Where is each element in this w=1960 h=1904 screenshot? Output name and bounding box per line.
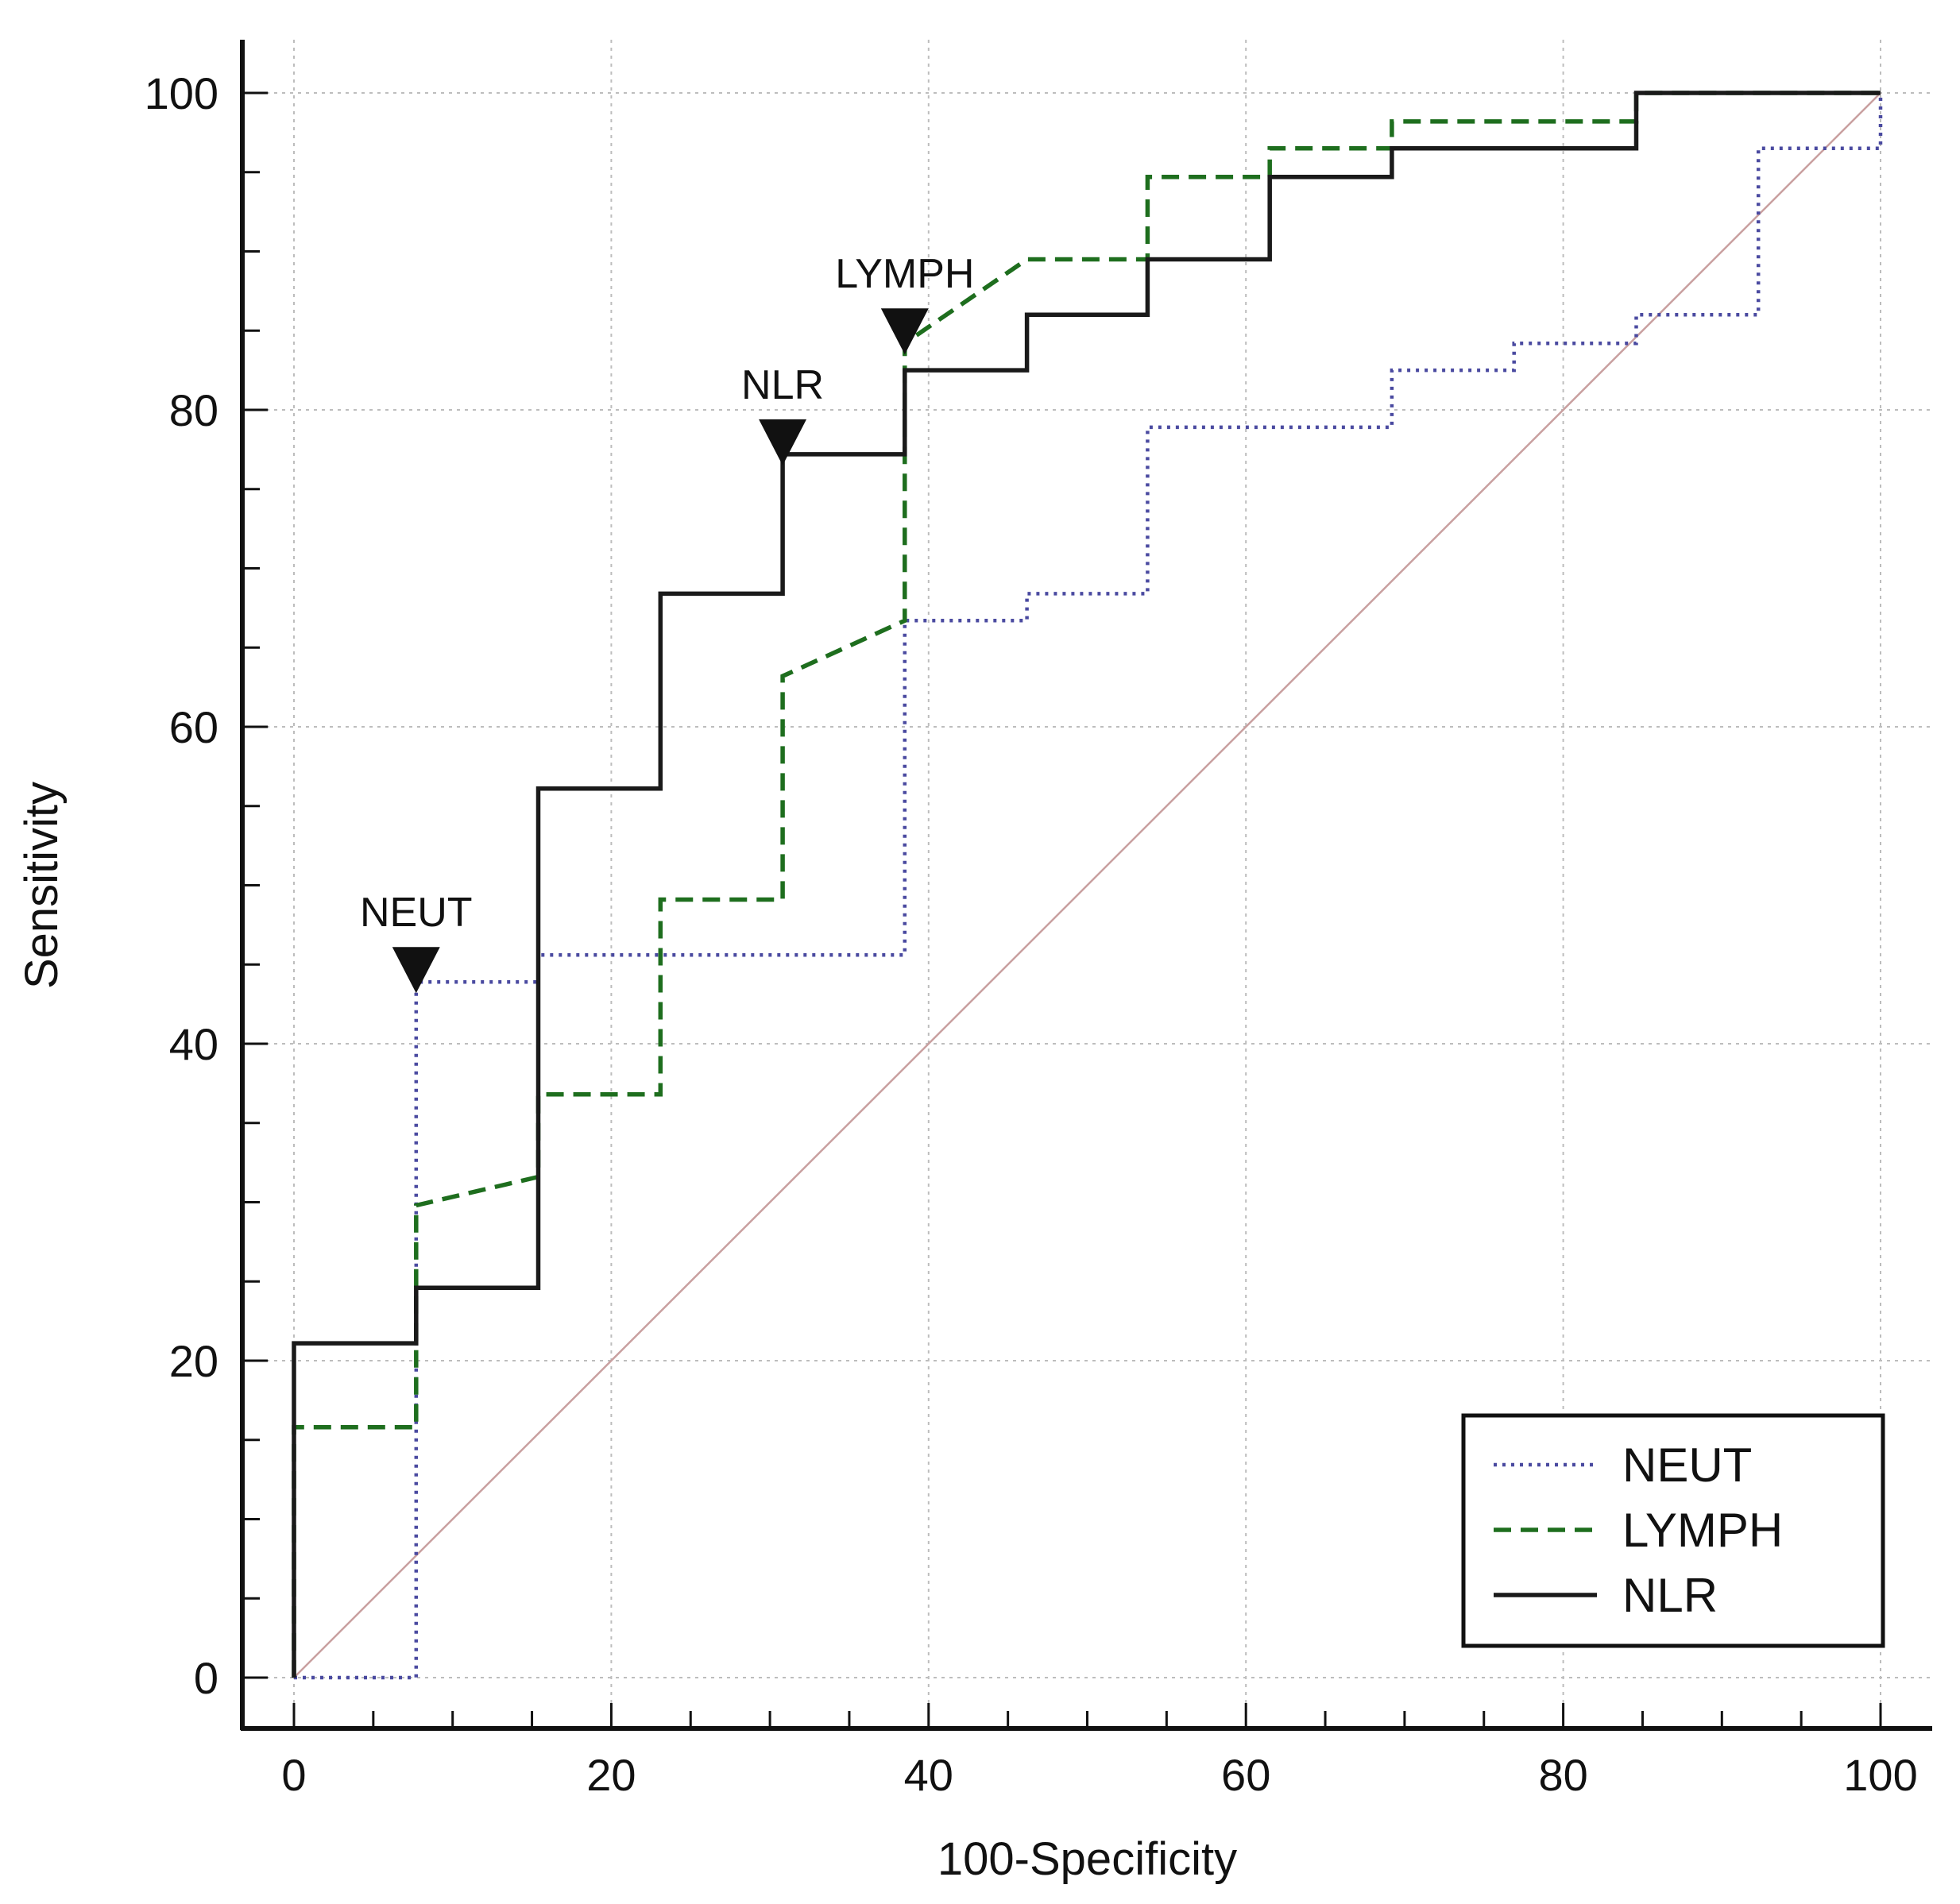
- tick-labels: 0 20 40 60 80 100 0 20 40 60 80 100: [145, 68, 1918, 1800]
- x-axis-title: 100-Specificity: [937, 1833, 1237, 1885]
- legend-label-nlr: NLR: [1622, 1569, 1718, 1622]
- reference-diagonal: [293, 92, 1881, 1678]
- legend: NEUT LYMPH NLR: [1461, 1413, 1885, 1648]
- x-tick-label: 100: [1843, 1750, 1917, 1800]
- marker-lymph-label: LYMPH: [835, 251, 974, 297]
- y-axis-title: Sensitivity: [16, 782, 68, 989]
- marker-neut-triangle: [392, 947, 440, 994]
- axes: [240, 40, 1932, 1731]
- x-tick-label: 20: [586, 1750, 636, 1800]
- marker-nlr-label: NLR: [741, 362, 824, 408]
- reference-diagonal-layer: [293, 92, 1881, 1678]
- x-tick-label: 40: [904, 1750, 953, 1800]
- y-tick-label: 80: [169, 385, 218, 435]
- series-lymph-line: [292, 91, 1881, 1678]
- legend-label-lymph: LYMPH: [1622, 1504, 1783, 1557]
- y-tick-label: 40: [169, 1019, 218, 1069]
- marker-nlr-triangle: [759, 419, 807, 465]
- optimal-markers: NEUT LYMPH NLR: [360, 251, 974, 994]
- marker-neut-label: NEUT: [360, 890, 473, 936]
- legend-label-neut: NEUT: [1622, 1439, 1752, 1492]
- series-nlr-line: [292, 91, 1881, 1678]
- y-tick-label: 20: [169, 1336, 218, 1386]
- series-layer: [292, 91, 1883, 1680]
- y-tick-label: 0: [194, 1653, 218, 1703]
- x-tick-label: 0: [281, 1750, 306, 1800]
- x-tick-label: 60: [1221, 1750, 1270, 1800]
- y-tick-label: 100: [145, 68, 218, 118]
- y-tick-label: 60: [169, 702, 218, 752]
- x-tick-label: 80: [1538, 1750, 1587, 1800]
- marker-lymph-triangle: [880, 308, 929, 355]
